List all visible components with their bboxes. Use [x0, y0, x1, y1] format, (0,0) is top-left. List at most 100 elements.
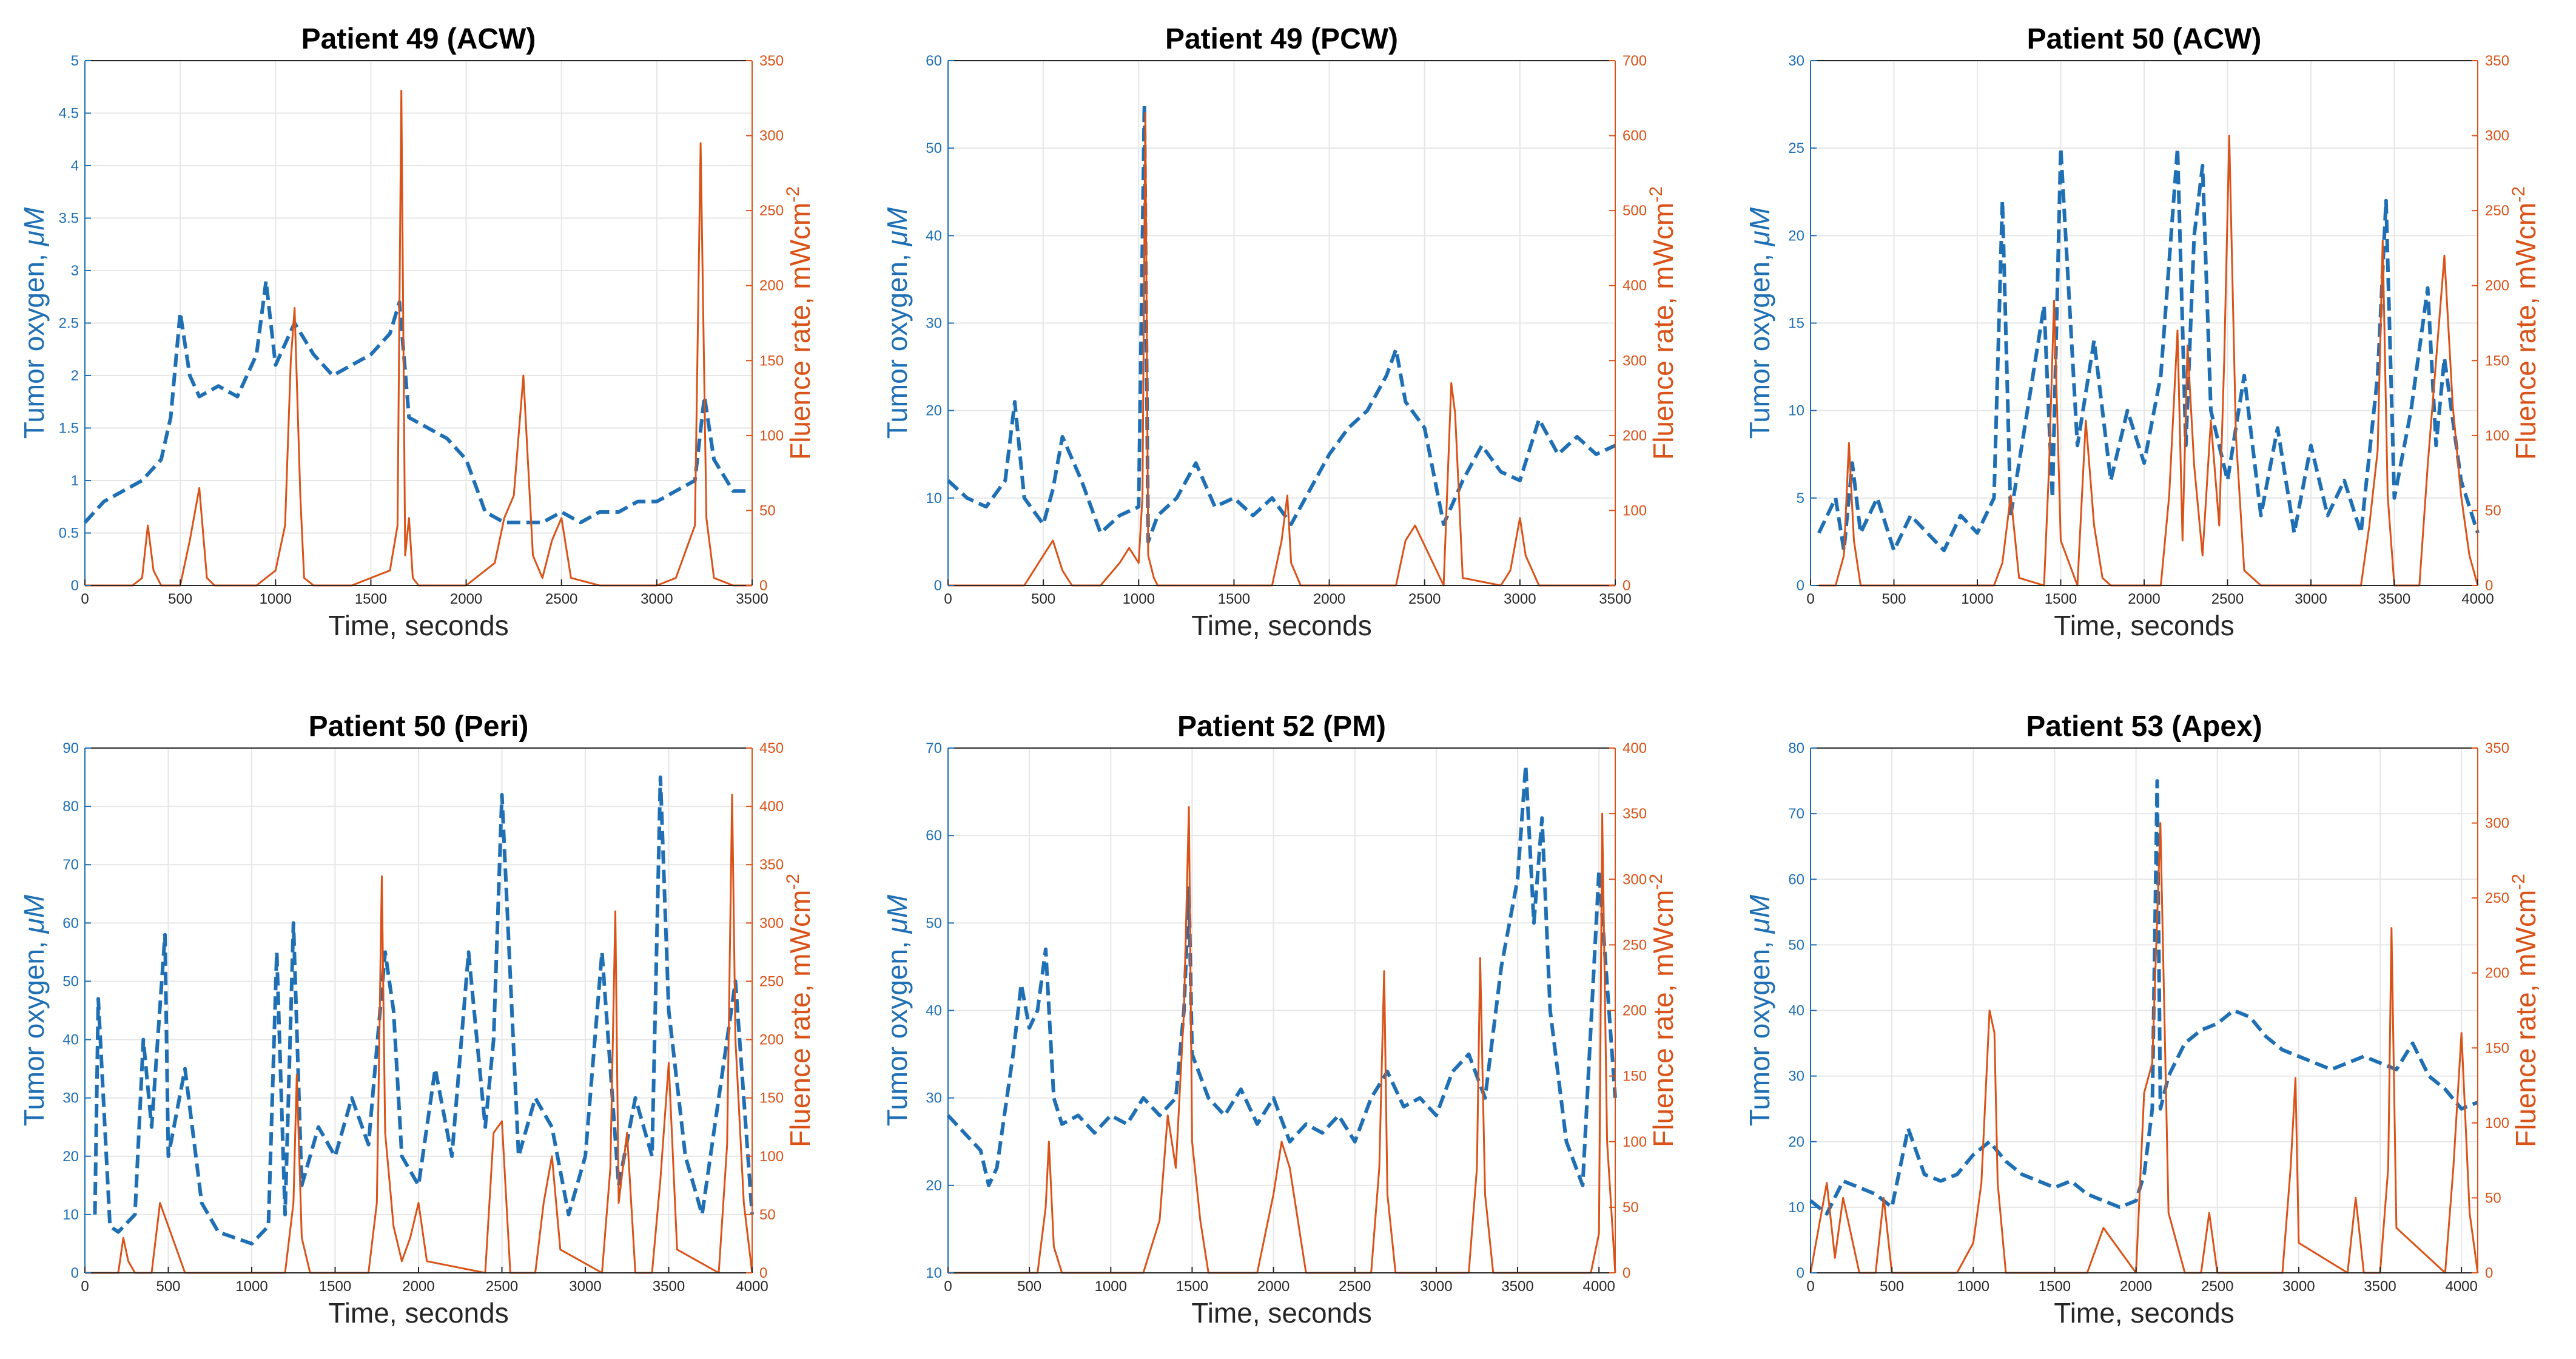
y-label-left-text: Tumor oxygen, — [18, 933, 50, 1126]
x-tick-label: 3500 — [1501, 1278, 1533, 1295]
y-tick-label-right: 600 — [1623, 128, 1647, 144]
y-tick-label-right: 0 — [2485, 578, 2493, 594]
x-tick-label: 2500 — [486, 1278, 518, 1295]
chart-panel-5: 0 500 1000 1500 2000 2500 3000 3500 400010203040… — [881, 710, 1679, 1329]
x-tick-label: 1000 — [1095, 1278, 1127, 1295]
y-tick-label-right: 150 — [759, 352, 784, 369]
y-axis-label-left: Tumor oxygen, μM — [18, 894, 50, 1126]
tumor-oxygen-line — [1809, 779, 2479, 1216]
x-tick-label: 0 — [81, 591, 89, 607]
y-axis-label-right: Fluence rate, mWcm-2 — [783, 186, 816, 460]
x-tick-label: 500 — [168, 591, 192, 607]
tumor-oxygen-line — [93, 775, 754, 1246]
y-tick-label-right: 100 — [2485, 428, 2509, 444]
y-label-left-unit: μM — [881, 207, 913, 246]
x-tick-label: 4000 — [2445, 1278, 2477, 1295]
y-tick-label-left: 60 — [926, 828, 942, 844]
y-tick-label-right: 150 — [2485, 352, 2509, 369]
y-tick-label-left: 5 — [71, 53, 79, 69]
y-tick-label-left: 20 — [926, 403, 942, 419]
y-label-right-sup: -2 — [783, 186, 803, 203]
x-tick-label: 2500 — [1339, 1278, 1371, 1295]
y-label-left-unit: μM — [18, 207, 50, 246]
x-tick-label: 3000 — [569, 1278, 601, 1295]
x-tick-label: 0 — [944, 1278, 952, 1295]
x-tick-label: 2000 — [2120, 1278, 2152, 1295]
y-tick-label-right: 400 — [1623, 740, 1647, 757]
chart-title: Patient 53 (Apex) — [2026, 710, 2262, 743]
y-tick-label-left: 50 — [926, 140, 942, 157]
y-tick-label-left: 0 — [1797, 1265, 1804, 1281]
y-tick-label-left: 10 — [926, 1265, 942, 1281]
y-tick-label-left: 40 — [1788, 1003, 1804, 1019]
y-label-left-unit: μM — [1744, 207, 1775, 246]
y-tick-label-right: 150 — [2485, 1040, 2509, 1056]
y-tick-label-right: 50 — [2485, 502, 2501, 519]
y-tick-label-right: 100 — [759, 428, 784, 444]
y-tick-label-right: 0 — [1623, 1265, 1630, 1281]
y-axis-label-left: Tumor oxygen, μM — [1744, 207, 1775, 439]
y-tick-label-left: 0 — [934, 578, 942, 594]
x-axis-label: Time, seconds — [2054, 610, 2234, 641]
y-tick-label-right: 250 — [759, 973, 784, 990]
y-tick-label-left: 20 — [1788, 228, 1804, 244]
y-tick-label-left: 40 — [62, 1032, 79, 1048]
y-tick-label-left: 40 — [926, 1003, 942, 1019]
y-tick-label-right: 250 — [759, 203, 784, 219]
chart-panel-6: 0 500 1000 1500 2000 2500 3000 3500 400001020304… — [1744, 710, 2541, 1329]
y-tick-label-left: 0 — [71, 1265, 79, 1281]
x-tick-label: 1000 — [1961, 591, 1993, 607]
y-tick-label-left: 60 — [926, 53, 942, 69]
chart-title: Patient 50 (ACW) — [2027, 23, 2262, 55]
y-label-left-text: Tumor oxygen, — [1744, 933, 1775, 1126]
chart-panel-4: 0 500 1000 1500 2000 2500 3000 3500 400001020304… — [18, 710, 816, 1329]
y-tick-label-right: 150 — [1623, 1068, 1647, 1085]
y-tick-label-left: 70 — [926, 740, 942, 757]
x-tick-label: 500 — [1882, 591, 1906, 607]
x-tick-label: 0 — [1806, 591, 1814, 607]
y-label-left-unit: μM — [18, 894, 50, 934]
y-tick-label-right: 400 — [759, 798, 784, 815]
x-tick-label: 0 — [1806, 1278, 1814, 1295]
y-tick-label-right: 50 — [759, 1207, 776, 1223]
y-tick-label-left: 0 — [1797, 578, 1804, 594]
y-tick-label-right: 300 — [759, 915, 784, 931]
y-tick-label-right: 350 — [759, 857, 784, 873]
chart-title: Patient 49 (PCW) — [1165, 23, 1398, 55]
x-tick-label: 3000 — [2295, 591, 2327, 607]
x-axis-label: Time, seconds — [328, 1297, 508, 1329]
chart-panel-2: 0 500 1000 1500 2000 2500 3000 3500010203040506… — [881, 23, 1679, 641]
y-tick-label-right: 200 — [759, 278, 784, 294]
x-tick-label: 3000 — [1420, 1278, 1452, 1295]
y-tick-label-right: 500 — [1623, 203, 1647, 219]
x-tick-label: 0 — [81, 1278, 89, 1295]
y-tick-label-left: 2.5 — [59, 315, 79, 332]
y-tick-label-left: 60 — [62, 915, 79, 931]
y-tick-label-left: 4 — [71, 158, 79, 174]
y-label-left-text: Tumor oxygen, — [18, 246, 50, 439]
x-tick-label: 2500 — [2201, 1278, 2233, 1295]
x-tick-label: 2000 — [1313, 591, 1345, 607]
x-tick-label: 500 — [156, 1278, 180, 1295]
y-tick-label-left: 60 — [1788, 871, 1804, 888]
y-label-right-text: Fluence rate, mWcm — [1647, 890, 1679, 1147]
y-tick-label-left: 10 — [1788, 1199, 1804, 1216]
y-tick-label-left: 20 — [926, 1178, 942, 1194]
tumor-oxygen-line — [83, 279, 752, 525]
y-tick-label-right: 300 — [1623, 352, 1647, 369]
x-tick-label: 500 — [1031, 591, 1055, 607]
y-tick-label-left: 5 — [1797, 490, 1804, 507]
x-tick-label: 500 — [1017, 1278, 1041, 1295]
tumor-oxygen-line — [946, 763, 1617, 1187]
x-tick-label: 1500 — [1218, 591, 1250, 607]
x-tick-label: 4000 — [2461, 591, 2494, 607]
y-tick-label-right: 400 — [1623, 278, 1647, 294]
y-tick-label-right: 100 — [759, 1148, 784, 1165]
y-tick-label-right: 0 — [2485, 1265, 2493, 1281]
y-label-left-text: Tumor oxygen, — [881, 246, 913, 439]
y-tick-label-left: 10 — [1788, 403, 1804, 419]
x-tick-label: 3000 — [641, 591, 673, 607]
y-label-left-text: Tumor oxygen, — [1744, 246, 1775, 439]
y-label-left-unit: μM — [881, 894, 913, 934]
y-label-right-text: Fluence rate, mWcm — [2510, 203, 2541, 460]
